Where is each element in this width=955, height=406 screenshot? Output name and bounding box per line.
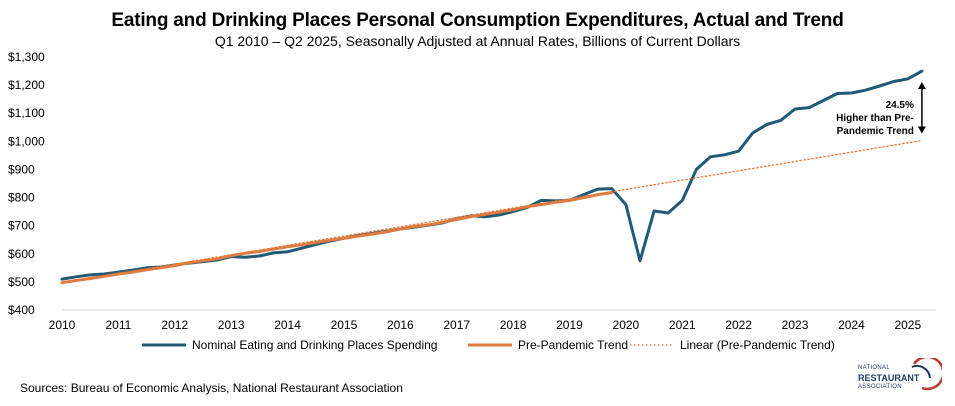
- annotation-line3: Pandemic Trend: [837, 126, 914, 137]
- x-tick-label: 2012: [161, 318, 188, 332]
- annotation-arrowhead-up: [917, 82, 926, 90]
- y-tick-label: $1,100: [8, 106, 45, 120]
- legend-label-3: Linear (Pre-Pandemic Trend): [680, 338, 835, 352]
- annotation-arrowhead-down: [917, 126, 926, 134]
- y-tick-label: $800: [8, 191, 35, 205]
- x-tick-label: 2010: [49, 318, 76, 332]
- y-tick-label: $500: [8, 275, 35, 289]
- x-tick-label: 2016: [387, 318, 414, 332]
- x-tick-label: 2015: [331, 318, 358, 332]
- annotation-pct: 24.5%: [886, 100, 914, 111]
- y-tick-label: $1,200: [8, 78, 45, 92]
- x-tick-label: 2025: [894, 318, 921, 332]
- source-note: Sources: Bureau of Economic Analysis, Na…: [20, 381, 403, 395]
- x-tick-label: 2020: [613, 318, 640, 332]
- x-tick-label: 2019: [556, 318, 583, 332]
- x-tick-label: 2018: [500, 318, 527, 332]
- x-tick-label: 2022: [725, 318, 752, 332]
- y-tick-label: $1,000: [8, 134, 45, 148]
- logo-line-association: ASSOCIATION: [858, 384, 902, 390]
- nra-logo: NATIONAL RESTAURANT ASSOCIATION: [852, 358, 942, 398]
- y-tick-label: $400: [8, 303, 35, 317]
- series-line-2: [60, 191, 614, 285]
- x-tick-label: 2013: [218, 318, 245, 332]
- series-line-3: [61, 139, 923, 284]
- annotation-line2: Higher than Pre-: [836, 113, 914, 124]
- y-tick-label: $700: [8, 219, 35, 233]
- x-tick-label: 2014: [274, 318, 301, 332]
- series-line-1: [60, 69, 924, 281]
- y-tick-label: $1,300: [8, 50, 45, 64]
- y-tick-label: $600: [8, 247, 35, 261]
- chart-subtitle: Q1 2010 – Q2 2025, Seasonally Adjusted a…: [214, 33, 741, 49]
- y-tick-label: $900: [8, 162, 35, 176]
- x-tick-label: 2011: [105, 318, 131, 332]
- logo-line-restaurant: RESTAURANT: [858, 373, 920, 383]
- legend-label-2: Pre-Pandemic Trend: [518, 338, 628, 352]
- logo-line-national: NATIONAL: [858, 365, 890, 371]
- chart-title: Eating and Drinking Places Personal Cons…: [111, 10, 844, 31]
- logo-swoosh-icon: [911, 358, 942, 391]
- x-tick-label: 2021: [669, 318, 696, 332]
- legend-label-1: Nominal Eating and Drinking Places Spend…: [192, 338, 437, 352]
- x-tick-label: 2023: [782, 318, 809, 332]
- x-tick-label: 2024: [838, 318, 865, 332]
- x-tick-label: 2017: [443, 318, 470, 332]
